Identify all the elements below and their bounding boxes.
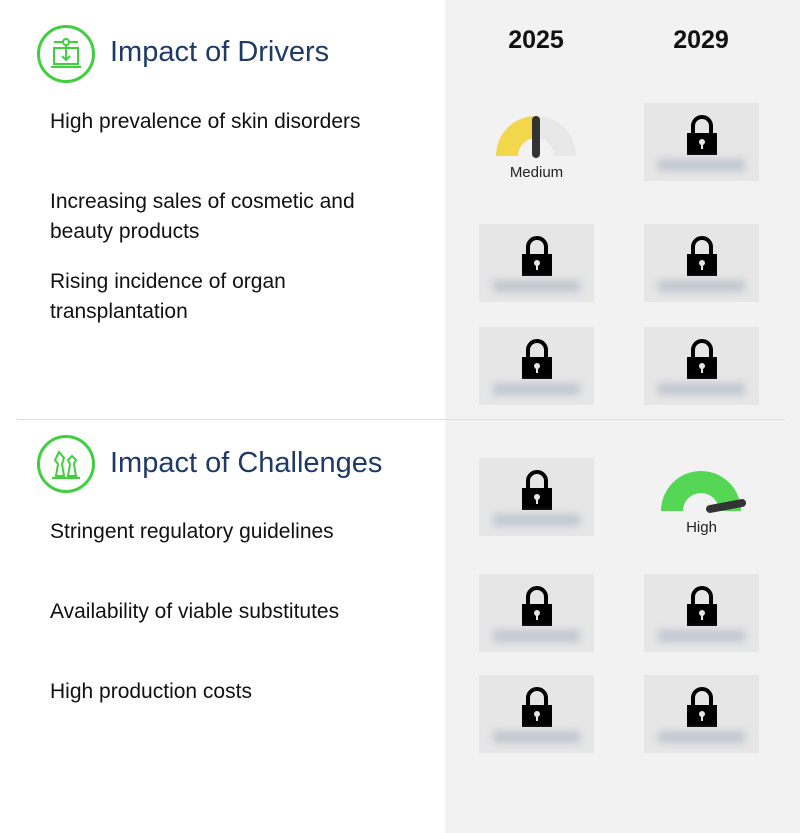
locked-cell[interactable] (644, 675, 759, 753)
year-2029-header: 2029 (673, 26, 729, 54)
locked-cell[interactable] (479, 675, 594, 753)
locked-cell[interactable] (644, 574, 759, 652)
locked-cell[interactable] (479, 574, 594, 652)
chess-pieces-icon (37, 435, 95, 493)
driver-item: High prevalence of skin disorders (50, 110, 361, 133)
challenge-item: Stringent regulatory guidelines (50, 520, 334, 543)
locked-cell[interactable] (644, 103, 759, 181)
challenges-title: Impact of Challenges (110, 447, 383, 479)
drivers-title: Impact of Drivers (110, 36, 330, 68)
gauge-high: High (644, 463, 759, 541)
locked-cell[interactable] (644, 327, 759, 405)
locked-cell[interactable] (479, 327, 594, 405)
driver-item: Increasing sales of cosmetic and beauty … (50, 190, 355, 243)
locked-cell[interactable] (479, 224, 594, 302)
driver-item: Rising incidence of organ transplantatio… (50, 270, 286, 323)
challenge-item: High production costs (50, 680, 252, 703)
gauge-medium: Medium (479, 108, 594, 186)
locked-cell[interactable] (644, 224, 759, 302)
year-2025-header: 2025 (508, 26, 564, 54)
gauge-label: Medium (509, 164, 564, 181)
locked-cell[interactable] (479, 458, 594, 536)
machine-download-icon (37, 25, 95, 83)
gauge-label: High (686, 519, 717, 536)
challenge-item: Availability of viable substitutes (50, 600, 340, 623)
section-divider (17, 419, 785, 420)
